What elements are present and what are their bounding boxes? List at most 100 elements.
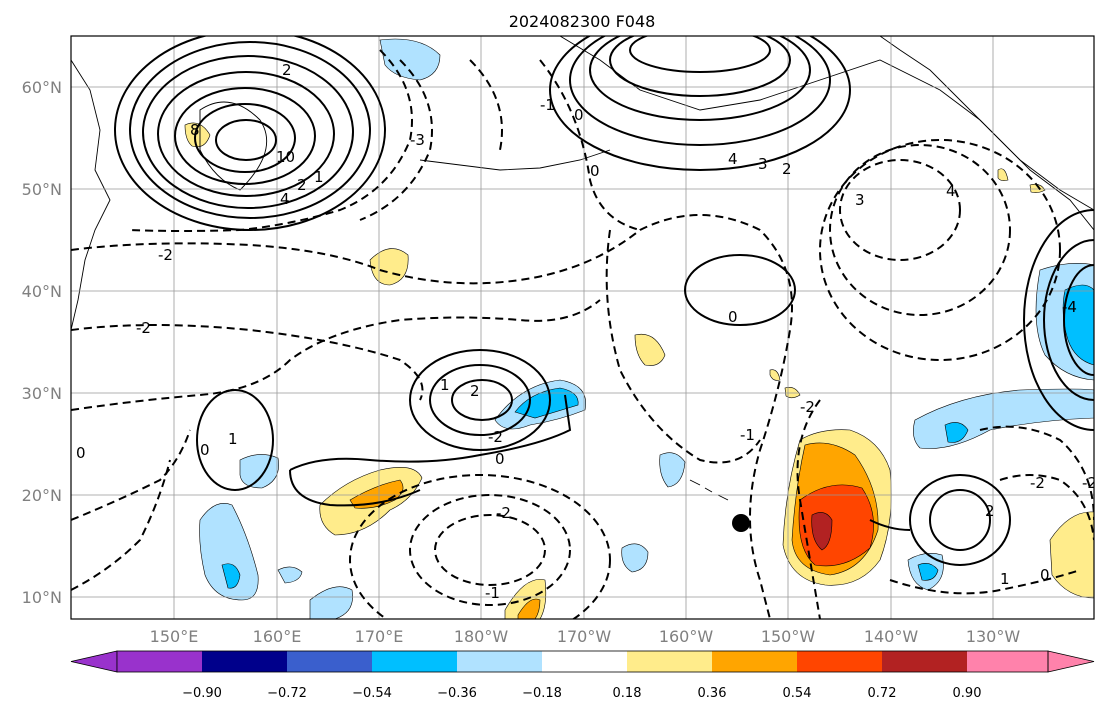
- lat-label-50n: 50°N: [22, 180, 62, 199]
- contour-label: -1: [740, 426, 755, 444]
- contour-label: 1: [1000, 570, 1010, 588]
- anomaly-cyan-west: [221, 563, 241, 589]
- colorbar-tick-label: 0.72: [868, 686, 897, 701]
- lat-label-40n: 40°N: [22, 282, 62, 301]
- coastline-canada: [879, 36, 1094, 231]
- map-frame: [70, 35, 1095, 620]
- positive-contours: [114, 36, 1094, 566]
- lon-label-160w: 160°W: [659, 627, 714, 646]
- map-panel: 2 -2 0 4 3 2 -1 -2 0 -2 1 2 0 -2 -2 0 -1…: [71, 36, 1097, 619]
- contour-label: 0: [590, 162, 600, 180]
- contour-label: 4: [280, 190, 290, 208]
- lon-label-140w: 140°W: [864, 627, 919, 646]
- contour-label: 2: [282, 61, 292, 79]
- figure-title: 2024082300 F048: [509, 12, 656, 31]
- contour-label: 2: [297, 176, 307, 194]
- lon-label-130w: 130°W: [966, 627, 1021, 646]
- lon-label-150e: 150°E: [150, 627, 199, 646]
- contour-label: 4: [728, 150, 738, 168]
- anomaly-darkred-east: [811, 512, 833, 551]
- colorbar-segment: [202, 651, 287, 672]
- contour-label: 2: [985, 502, 995, 520]
- colorbar-segment: [457, 651, 542, 672]
- contour-label: 1: [228, 430, 238, 448]
- contour-label: 3: [855, 191, 865, 209]
- anomaly-blue-small6: [621, 543, 649, 573]
- lon-label-150w: 150°W: [761, 627, 816, 646]
- contour-label: 3: [758, 155, 768, 173]
- contour-label: -1: [485, 584, 500, 602]
- contour-label: 0: [200, 441, 210, 459]
- contour-label: -2: [1082, 474, 1097, 492]
- colorbar-extend-low: [70, 650, 118, 673]
- colorbar-tick-label: −0.36: [437, 686, 477, 701]
- lat-label-60n: 60°N: [22, 78, 62, 97]
- colorbar-segment: [627, 651, 712, 672]
- colorbar-segments: [70, 650, 1095, 673]
- anomaly-blue-small2: [277, 566, 303, 584]
- contour-label: 4: [946, 182, 956, 200]
- colorbar: −0.90 −0.72 −0.54 −0.36 −0.18 0.18 0.36 0.54 0.7…: [70, 650, 1095, 701]
- anomaly-blue-north: [379, 38, 441, 81]
- anomaly-yellow-north1: [369, 248, 409, 286]
- contour-label: -2: [158, 246, 173, 264]
- colorbar-segment: [542, 651, 627, 672]
- coastline-kamchatka: [199, 101, 268, 191]
- anomaly-cyan-east-band: [944, 422, 969, 443]
- contour-label: -2: [800, 398, 815, 416]
- colorbar-tick-label: −0.90: [182, 686, 222, 701]
- graticule: [71, 36, 1094, 619]
- lat-label-20n: 20°N: [22, 486, 62, 505]
- colorbar-segment: [967, 651, 1048, 672]
- anomaly-cyan-central: [514, 387, 579, 419]
- lon-label-170e: 170°E: [355, 627, 404, 646]
- contour-label: -3: [410, 131, 425, 149]
- anomaly-blue-small3: [309, 586, 353, 619]
- contour-label: 2: [470, 382, 480, 400]
- coastline-hawaii: [689, 479, 729, 501]
- contour-label: 0: [1040, 566, 1050, 584]
- contour-label: 0: [495, 450, 505, 468]
- negative-contours: [71, 49, 1094, 619]
- anomaly-cyan-small7: [917, 563, 939, 581]
- anomaly-blue-small5: [659, 452, 686, 488]
- colorbar-tick-label: −0.72: [267, 686, 307, 701]
- contour-label: -2: [496, 504, 511, 522]
- lon-label-180w: 180°W: [454, 627, 509, 646]
- anomaly-red-east: [798, 484, 874, 567]
- contour-label: -2: [488, 428, 503, 446]
- contour-label: 1: [314, 168, 324, 186]
- contour-label: -4: [1062, 298, 1077, 316]
- longitude-labels: 150°E 160°E 170°E 180°W 170°W 160°W 150°…: [150, 627, 1021, 646]
- contour-labels: 2 -2 0 4 3 2 -1 -2 0 -2 1 2 0 -2 -2 0 -1…: [76, 61, 1097, 602]
- coastline-aleutians: [419, 149, 611, 171]
- latitude-labels: 60°N 50°N 40°N 30°N 20°N 10°N: [22, 78, 62, 607]
- shaded-anomalies: [184, 38, 1094, 619]
- anomaly-yellow-small10: [997, 168, 1009, 181]
- colorbar-tick-label: 0.54: [783, 686, 812, 701]
- colorbar-tick-label: −0.18: [522, 686, 562, 701]
- lat-label-10n: 10°N: [22, 588, 62, 607]
- contour-label: 2: [782, 160, 792, 178]
- colorbar-segment: [882, 651, 967, 672]
- colorbar-frame: [116, 650, 1049, 673]
- colorbar-extend-high: [1047, 650, 1095, 673]
- anomaly-blue-west: [199, 503, 259, 601]
- colorbar-segment: [372, 651, 457, 672]
- colorbar-segment: [797, 651, 882, 672]
- colorbar-ticks: −0.90 −0.72 −0.54 −0.36 −0.18 0.18 0.36 0.54 0.7…: [182, 686, 981, 701]
- contour-label: -1: [540, 96, 555, 114]
- contour-label: -2: [136, 319, 151, 337]
- contour-label: 8: [190, 121, 200, 139]
- colorbar-segment: [287, 651, 372, 672]
- colorbar-tick-label: 0.18: [613, 686, 642, 701]
- coastline-asia: [71, 59, 111, 331]
- colorbar-tick-label: 0.36: [698, 686, 727, 701]
- contour-label: 10: [276, 148, 295, 166]
- colorbar-segment: [712, 651, 797, 672]
- lat-label-30n: 30°N: [22, 384, 62, 403]
- contour-label: -2: [1030, 474, 1045, 492]
- lon-label-160e: 160°E: [253, 627, 302, 646]
- anomaly-yellow-small4: [634, 333, 666, 366]
